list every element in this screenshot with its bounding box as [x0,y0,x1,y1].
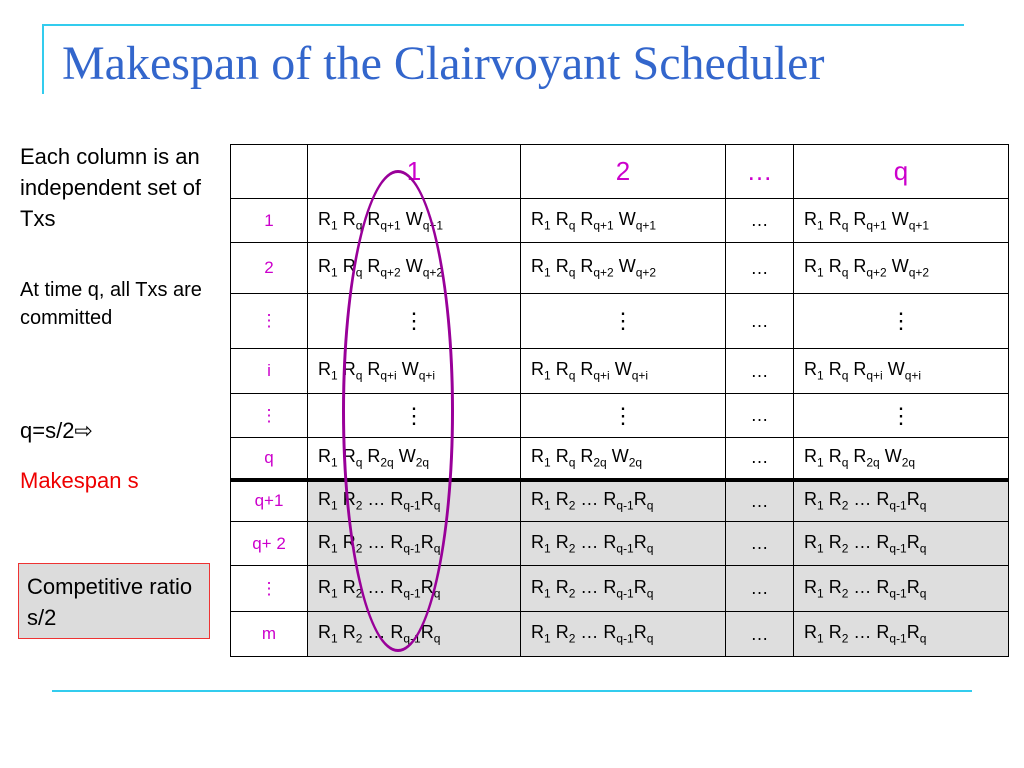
table-cell: R1 R2 … Rq-1Rq [793,611,1009,657]
table-cell: R1 Rq Rq+1 Wq+1 [307,198,521,243]
row-label: ⋮ [230,293,308,349]
note-makespan: Makespan s [20,468,139,493]
table-cell: R1 Rq R2q W2q [520,437,726,480]
table-cell: R1 R2 … Rq-1Rq [520,521,726,566]
table-cell: R1 R2 … Rq-1Rq [520,611,726,657]
note-q-equation: q=s/2⇨ [20,418,93,443]
table-cell: R1 Rq Rq+2 Wq+2 [520,242,726,294]
table-cell: R1 R2 … Rq-1Rq [793,521,1009,566]
header-col-2: 2 [520,144,726,199]
header-col-1: 1 [307,144,521,199]
header-corner [230,144,308,199]
table-row: 1 R1 Rq Rq+1 Wq+1 R1 Rq Rq+1 Wq+1 … R1 R… [230,198,1009,243]
table-cell-ellipsis: … [725,348,794,394]
table-cell: R1 Rq R2q W2q [307,437,521,480]
left-rule [42,24,44,94]
table-cell-vdots: ⋮ [307,293,521,349]
table-cell: R1 Rq Rq+1 Wq+1 [520,198,726,243]
bottom-rule [52,690,972,692]
row-label: 1 [230,198,308,243]
table-cell-ellipsis: … [725,393,794,438]
table-row: ⋮ R1 R2 … Rq-1Rq R1 R2 … Rq-1Rq … R1 R2 … [230,565,1009,612]
table-row: q+ 2 R1 R2 … Rq-1Rq R1 R2 … Rq-1Rq … R1 … [230,521,1009,566]
table-cell: R1 Rq Rq+i Wq+i [520,348,726,394]
header-col-q: q [793,144,1009,199]
note-commit: At time q, all Txs are committed [20,279,202,329]
table-cell-vdots: ⋮ [307,393,521,438]
table-cell: R1 Rq Rq+i Wq+i [793,348,1009,394]
table-cell: R1 Rq Rq+1 Wq+1 [793,198,1009,243]
table-cell-vdots: ⋮ [793,393,1009,438]
table-cell-ellipsis: … [725,521,794,566]
table-cell-ellipsis: … [725,293,794,349]
note-columns: Each column is an independent set of Txs [20,144,202,231]
table-header-row: 1 2 … q [230,144,1009,199]
slide-title: Makespan of the Clairvoyant Scheduler [62,37,825,90]
table-cell-vdots: ⋮ [520,293,726,349]
table-row: ⋮ ⋮ ⋮ … ⋮ [230,393,1009,438]
table-cell: R1 Rq R2q W2q [793,437,1009,480]
row-label: ⋮ [230,565,308,612]
table-row: q R1 Rq R2q W2q R1 Rq R2q W2q … R1 Rq R2… [230,437,1009,480]
table-row: q+1 R1 R2 … Rq-1Rq R1 R2 … Rq-1Rq … R1 R… [230,477,1009,522]
table-cell-ellipsis: … [725,198,794,243]
table-cell: R1 R2 … Rq-1Rq [307,521,521,566]
row-label: i [230,348,308,394]
table-cell: R1 R2 … Rq-1Rq [520,565,726,612]
row-label: 2 [230,242,308,294]
table-cell: R1 R2 … Rq-1Rq [307,477,521,522]
table-row: ⋮ ⋮ ⋮ … ⋮ [230,293,1009,349]
table-cell: R1 R2 … Rq-1Rq [307,611,521,657]
row-label: ⋮ [230,393,308,438]
table-cell-ellipsis: … [725,477,794,522]
table-row: 2 R1 Rq Rq+2 Wq+2 R1 Rq Rq+2 Wq+2 … R1 R… [230,242,1009,294]
table-cell-vdots: ⋮ [520,393,726,438]
row-label: q [230,437,308,480]
table-cell-ellipsis: … [725,437,794,480]
table-cell: R1 R2 … Rq-1Rq [793,565,1009,612]
row-label: q+1 [230,477,308,522]
table-cell: R1 R2 … Rq-1Rq [307,565,521,612]
table-row: m R1 R2 … Rq-1Rq R1 R2 … Rq-1Rq … R1 R2 … [230,611,1009,657]
table-cell: R1 Rq Rq+i Wq+i [307,348,521,394]
row-label: q+ 2 [230,521,308,566]
table-cell-ellipsis: … [725,242,794,294]
table-cell: R1 Rq Rq+2 Wq+2 [307,242,521,294]
top-rule [42,24,964,26]
schedule-table: 1 2 … q 1 R1 Rq Rq+1 Wq+1 R1 Rq Rq+1 Wq+… [230,144,1009,657]
table-cell: R1 R2 … Rq-1Rq [793,477,1009,522]
row-label: m [230,611,308,657]
table-cell-vdots: ⋮ [793,293,1009,349]
table-row: i R1 Rq Rq+i Wq+i R1 Rq Rq+i Wq+i … R1 R… [230,348,1009,394]
table-cell: R1 R2 … Rq-1Rq [520,477,726,522]
table-cell-ellipsis: … [725,611,794,657]
competitive-ratio-box: Competitive ratio s/2 [18,563,210,639]
table-cell: R1 Rq Rq+2 Wq+2 [793,242,1009,294]
table-cell-ellipsis: … [725,565,794,612]
header-col-ellipsis: … [725,144,794,199]
